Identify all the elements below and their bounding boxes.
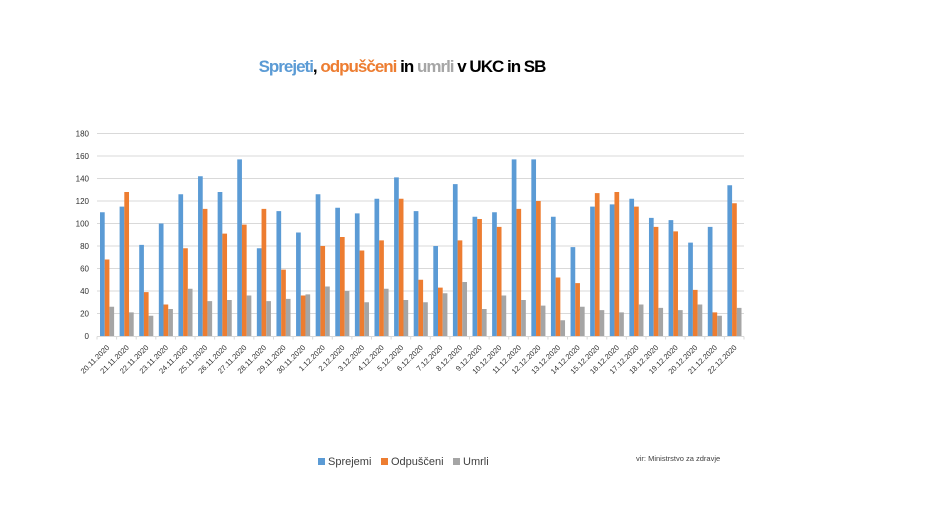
svg-text:140: 140 xyxy=(76,174,90,183)
svg-text:80: 80 xyxy=(80,242,89,251)
svg-text:180: 180 xyxy=(76,129,90,138)
svg-text:100: 100 xyxy=(76,219,90,228)
svg-text:160: 160 xyxy=(76,152,90,161)
svg-text:60: 60 xyxy=(80,264,89,273)
svg-text:0: 0 xyxy=(85,332,90,341)
svg-text:120: 120 xyxy=(76,197,90,206)
svg-text:20: 20 xyxy=(80,309,89,318)
svg-text:40: 40 xyxy=(80,287,89,296)
